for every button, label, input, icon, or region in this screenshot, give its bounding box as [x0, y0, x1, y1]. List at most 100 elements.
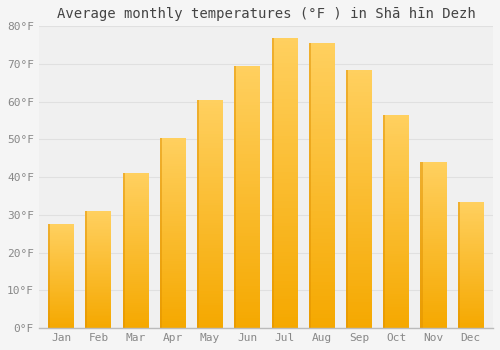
Bar — [383, 216, 409, 219]
Bar — [346, 296, 372, 299]
Bar — [86, 271, 112, 273]
Bar — [383, 115, 386, 328]
Bar — [48, 246, 74, 248]
Bar — [234, 233, 260, 236]
Bar — [86, 325, 112, 327]
Bar — [122, 224, 148, 226]
Bar — [383, 182, 409, 184]
Bar — [308, 125, 335, 129]
Bar — [420, 226, 446, 229]
Bar — [346, 231, 372, 235]
Bar — [458, 247, 483, 249]
Bar — [122, 193, 148, 195]
Bar — [86, 303, 112, 305]
Bar — [420, 208, 446, 210]
Bar — [458, 246, 483, 247]
Bar — [86, 280, 112, 281]
Bar — [197, 163, 223, 166]
Bar — [48, 270, 74, 271]
Bar — [234, 105, 260, 108]
Bar — [48, 228, 74, 230]
Bar — [122, 305, 148, 307]
Bar — [86, 311, 112, 312]
Bar — [48, 257, 74, 258]
Bar — [197, 106, 223, 108]
Bar — [48, 306, 74, 307]
Bar — [308, 193, 335, 196]
Bar — [86, 306, 112, 308]
Bar — [272, 314, 297, 317]
Bar — [383, 309, 409, 312]
Bar — [234, 246, 260, 250]
Bar — [458, 215, 483, 216]
Bar — [234, 325, 260, 328]
Bar — [308, 286, 335, 289]
Bar — [346, 244, 372, 247]
Bar — [197, 114, 223, 117]
Bar — [197, 297, 223, 300]
Bar — [197, 200, 223, 203]
Bar — [458, 322, 483, 323]
Bar — [346, 315, 372, 318]
Bar — [272, 226, 297, 230]
Bar — [346, 163, 372, 167]
Bar — [160, 145, 186, 147]
Bar — [122, 241, 148, 243]
Bar — [383, 134, 409, 136]
Bar — [122, 177, 148, 179]
Bar — [122, 185, 148, 187]
Bar — [308, 143, 335, 147]
Bar — [122, 220, 148, 222]
Bar — [197, 194, 223, 197]
Bar — [272, 143, 297, 147]
Bar — [308, 182, 335, 186]
Bar — [308, 86, 335, 90]
Bar — [383, 139, 409, 142]
Bar — [48, 227, 74, 228]
Bar — [48, 283, 74, 284]
Bar — [458, 301, 483, 303]
Bar — [160, 199, 186, 202]
Bar — [308, 79, 335, 83]
Bar — [272, 197, 297, 201]
Bar — [383, 152, 409, 155]
Bar — [458, 262, 483, 264]
Bar — [86, 238, 112, 239]
Bar — [160, 293, 186, 295]
Bar — [122, 289, 148, 292]
Bar — [48, 241, 74, 243]
Bar — [383, 160, 409, 163]
Bar — [383, 235, 409, 238]
Bar — [308, 257, 335, 260]
Bar — [160, 231, 186, 233]
Bar — [383, 240, 409, 243]
Bar — [346, 276, 372, 280]
Bar — [420, 262, 446, 264]
Bar — [346, 289, 372, 293]
Bar — [346, 105, 372, 108]
Bar — [197, 231, 223, 234]
Bar — [272, 299, 297, 303]
Bar — [122, 295, 148, 297]
Bar — [234, 214, 260, 217]
Bar — [160, 211, 186, 214]
Bar — [308, 168, 335, 172]
Bar — [346, 170, 372, 173]
Bar — [48, 310, 74, 312]
Bar — [86, 316, 112, 318]
Bar — [346, 99, 372, 102]
Bar — [308, 93, 335, 97]
Bar — [308, 300, 335, 303]
Bar — [122, 262, 148, 264]
Bar — [272, 56, 297, 60]
Bar — [197, 143, 223, 146]
Bar — [383, 136, 409, 139]
Bar — [48, 285, 74, 287]
Bar — [383, 286, 409, 288]
Bar — [160, 300, 186, 302]
Bar — [383, 147, 409, 149]
Bar — [234, 289, 260, 292]
Bar — [383, 253, 409, 256]
Bar — [48, 230, 74, 231]
Bar — [160, 204, 186, 207]
